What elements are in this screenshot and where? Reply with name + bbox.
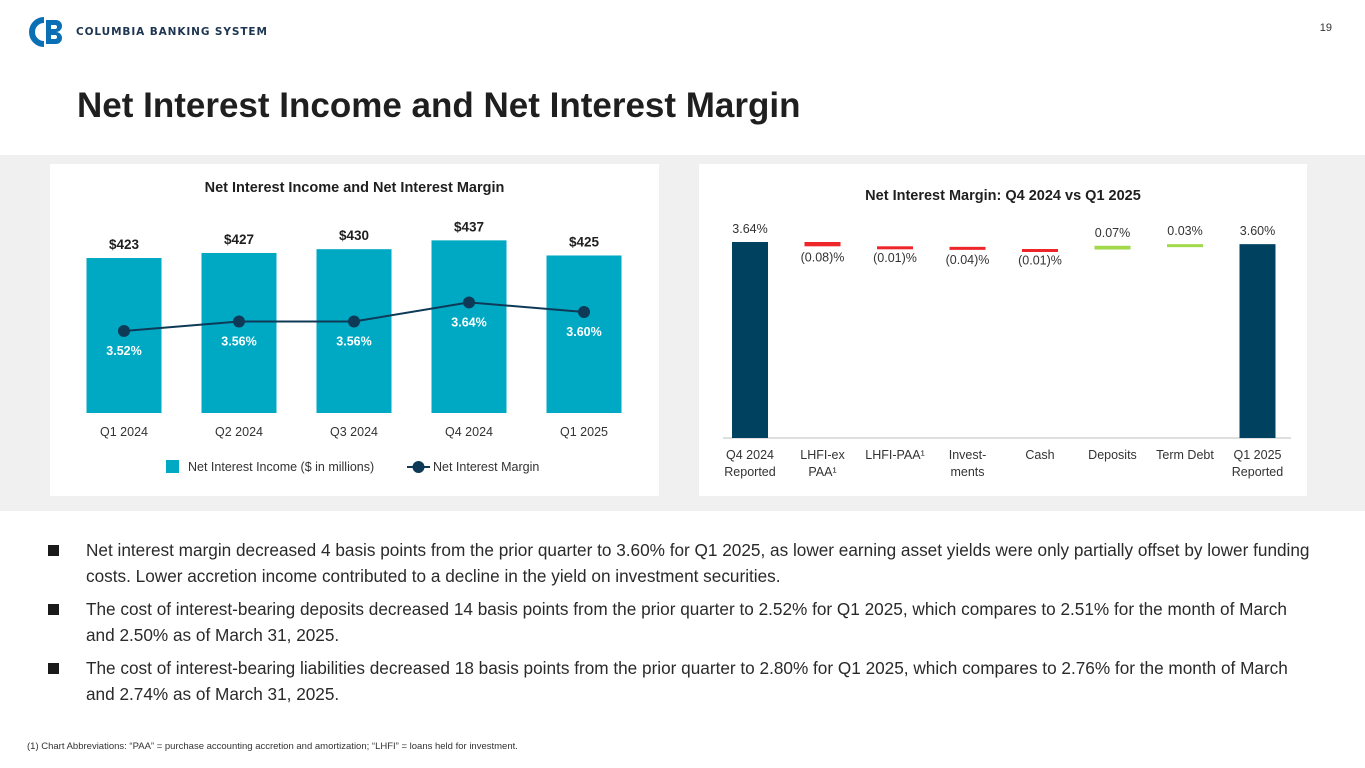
bullet-text: The cost of interest-bearing deposits de… — [86, 599, 1287, 645]
company-name: COLUMBIA BANKING SYSTEM — [76, 26, 268, 38]
nim-point — [578, 305, 590, 318]
nim-value-label: 3.64% — [451, 315, 486, 329]
nii-bar — [201, 252, 277, 413]
decrease-bar — [1022, 249, 1058, 252]
x-tick-label: Cash — [1025, 448, 1054, 462]
nii-bar — [546, 255, 622, 413]
increase-bar — [1094, 245, 1131, 250]
nim-value-label: 3.56% — [336, 334, 371, 348]
bullet-text: Net interest margin decreased 4 basis po… — [86, 540, 1310, 586]
nii-value-label: $425 — [569, 234, 600, 249]
step-value-label: 0.03% — [1167, 224, 1202, 238]
nii-nim-chart: Net Interest Income and Net Interest Mar… — [86, 180, 622, 474]
nii-chart-panel: Net Interest Income and Net Interest Mar… — [50, 164, 659, 496]
bullet-square-icon — [48, 663, 59, 674]
nim-value-label: 3.56% — [221, 334, 256, 348]
x-tick-label: ments — [950, 465, 984, 479]
x-tick-label: Deposits — [1088, 448, 1137, 462]
step-value-label: 3.64% — [732, 222, 767, 236]
x-tick-label: Q2 2024 — [215, 425, 263, 439]
decrease-bar — [949, 246, 986, 250]
bullet-item: The cost of interest-bearing liabilities… — [48, 655, 1318, 707]
decrease-bar — [804, 242, 841, 247]
x-tick-label: Q1 2025 — [1234, 448, 1282, 462]
footnote: (1) Chart Abbreviations: “PAA” = purchas… — [27, 741, 518, 752]
x-tick-label: Q1 2025 — [560, 425, 608, 439]
bullet-item: Net interest margin decreased 4 basis po… — [48, 537, 1318, 589]
x-tick-label: Reported — [724, 465, 775, 479]
nii-value-label: $423 — [109, 237, 140, 252]
step-value-label: (0.08)% — [801, 250, 845, 264]
cb-logo-icon — [29, 17, 62, 47]
legend-nim-marker — [412, 461, 425, 473]
bullet-text: The cost of interest-bearing liabilities… — [86, 658, 1288, 704]
nim-waterfall-chart: Net Interest Margin: Q4 2024 vs Q1 2025 3… — [723, 188, 1291, 479]
nii-value-label: $427 — [224, 232, 254, 247]
step-value-label: 3.60% — [1240, 224, 1275, 238]
nii-value-label: $437 — [454, 219, 484, 234]
bullet-item: The cost of interest-bearing deposits de… — [48, 596, 1318, 648]
total-bar — [1239, 244, 1276, 438]
x-tick-label: Term Debt — [1156, 448, 1214, 462]
legend-nii-label: Net Interest Income ($ in millions) — [188, 460, 374, 474]
total-bar — [732, 242, 768, 438]
nim-point — [118, 325, 130, 337]
x-tick-label: Q1 2024 — [100, 425, 148, 439]
nim-point — [348, 315, 360, 328]
x-tick-label: Reported — [1232, 465, 1283, 479]
step-value-label: (0.01)% — [1018, 254, 1062, 268]
page-number: 19 — [1319, 22, 1332, 34]
nim-point — [233, 315, 245, 328]
nii-value-label: $430 — [339, 228, 369, 243]
increase-bar — [1167, 244, 1203, 248]
x-tick-label: PAA¹ — [808, 465, 836, 479]
nim-value-label: 3.52% — [106, 344, 141, 358]
nii-bar — [316, 249, 392, 413]
bullet-list: Net interest margin decreased 4 basis po… — [48, 537, 1318, 714]
step-value-label: 0.07% — [1095, 226, 1130, 240]
nim-point — [463, 296, 475, 309]
x-tick-label: LHFI-PAA¹ — [865, 448, 925, 462]
x-tick-label: Q4 2024 — [726, 448, 774, 462]
nii-bar — [431, 240, 507, 413]
company-logo: COLUMBIA BANKING SYSTEM — [26, 16, 268, 48]
nim-waterfall-panel: Net Interest Margin: Q4 2024 vs Q1 2025 3… — [699, 164, 1307, 496]
nim-value-label: 3.60% — [566, 325, 601, 339]
chart-title: Net Interest Income and Net Interest Mar… — [205, 180, 505, 196]
x-tick-label: Q4 2024 — [445, 425, 493, 439]
decrease-bar — [877, 246, 913, 250]
legend-nim-label: Net Interest Margin — [433, 460, 539, 474]
step-value-label: (0.01)% — [873, 251, 917, 265]
legend-nii-swatch — [166, 460, 179, 473]
x-tick-label: Q3 2024 — [330, 425, 378, 439]
chart-title: Net Interest Margin: Q4 2024 vs Q1 2025 — [865, 188, 1141, 204]
bullet-square-icon — [48, 604, 59, 615]
x-tick-label: LHFI-ex — [800, 448, 845, 462]
x-tick-label: Invest- — [949, 448, 987, 462]
bullet-square-icon — [48, 545, 59, 556]
step-value-label: (0.04)% — [946, 253, 990, 267]
page-title: Net Interest Income and Net Interest Mar… — [77, 86, 801, 125]
